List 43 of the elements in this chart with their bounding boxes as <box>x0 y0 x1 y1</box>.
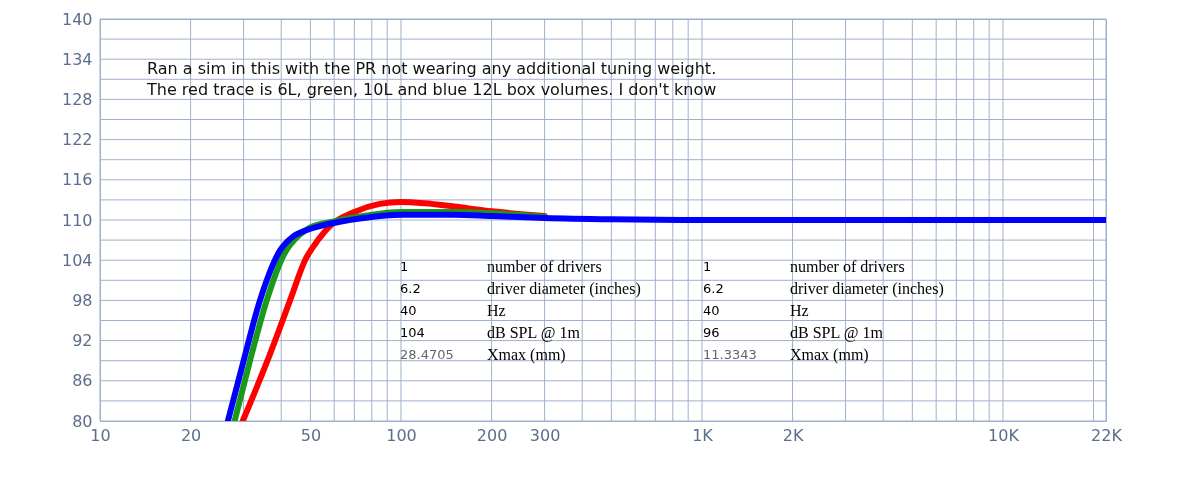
annotation: 104 <box>400 325 425 340</box>
annotation: Hz <box>487 302 506 319</box>
x-tick-label: 22K <box>1091 425 1123 445</box>
annotation: Xmax (mm) <box>790 346 869 364</box>
y-tick-label: 98 <box>72 290 93 310</box>
annotation: Xmax (mm) <box>487 346 566 364</box>
annotation: number of drivers <box>790 258 905 275</box>
annotation: 6.2 <box>400 281 421 296</box>
annotation: 6.2 <box>703 281 724 296</box>
y-tick-label: 80 <box>72 411 93 431</box>
annotation: 1 <box>400 259 409 274</box>
x-tick-label: 20 <box>180 425 202 445</box>
x-tick-label: 50 <box>300 425 322 445</box>
annotation: number of drivers <box>487 258 602 275</box>
x-tick-label: 10 <box>90 425 111 445</box>
y-tick-label: 122 <box>61 130 93 150</box>
annotation: 28.4705 <box>400 347 454 362</box>
y-tick-label: 86 <box>72 371 93 391</box>
annotation: dB SPL @ 1m <box>790 324 884 342</box>
x-tick-label: 10K <box>988 425 1020 445</box>
x-tick-label: 100 <box>386 425 417 445</box>
annotation: 11.3343 <box>703 347 757 362</box>
annotation: driver diameter (inches) <box>487 280 641 298</box>
annotation: The red trace is 6L, green, 10L and blue 12L box volumes. I don't know <box>146 80 717 99</box>
annotation: Hz <box>790 302 809 319</box>
annotation: Ran a sim in this with the PR not wearing any additional tuning weight. <box>147 59 717 78</box>
x-tick-label: 1K <box>692 425 714 445</box>
x-tick-label: 2K <box>782 425 804 445</box>
y-tick-label: 104 <box>61 250 93 270</box>
annotation: 1 <box>703 259 712 274</box>
y-tick-label: 140 <box>61 9 93 29</box>
x-tick-label: 300 <box>529 425 561 445</box>
annotation: driver diameter (inches) <box>790 280 944 298</box>
x-tick-label: 200 <box>476 425 508 445</box>
annotation: 96 <box>703 325 720 340</box>
y-tick-label: 116 <box>61 170 93 190</box>
y-tick-label: 110 <box>61 210 93 230</box>
annotation: dB SPL @ 1m <box>487 324 581 342</box>
annotation: 40 <box>703 303 720 318</box>
y-tick-label: 92 <box>72 331 93 351</box>
y-tick-label: 134 <box>61 49 93 69</box>
y-tick-label: 128 <box>61 89 93 109</box>
annotation: 40 <box>400 303 417 318</box>
